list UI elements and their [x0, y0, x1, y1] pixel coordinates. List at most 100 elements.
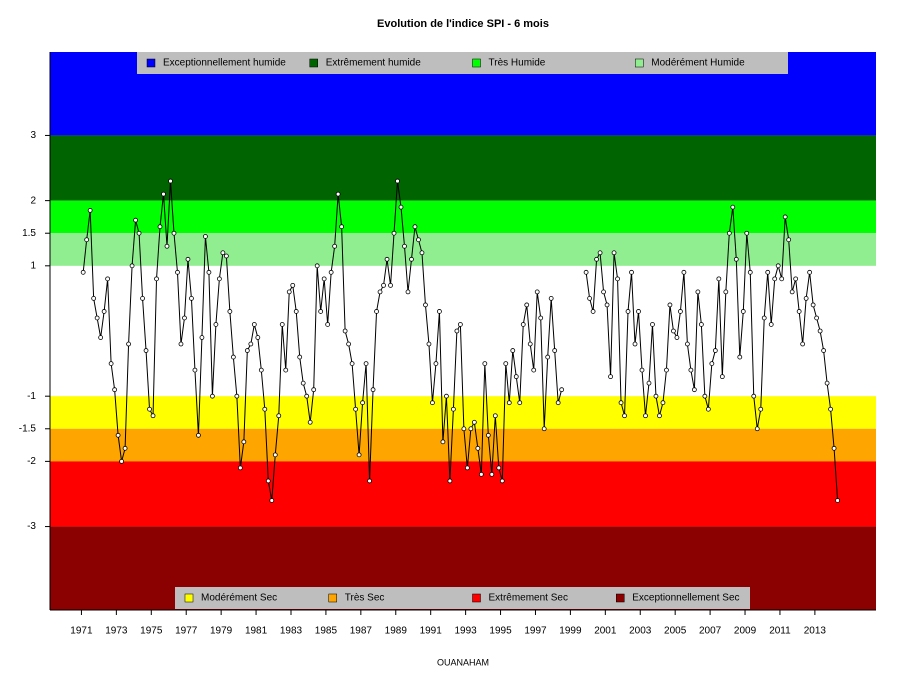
spi-point	[115, 432, 121, 438]
spi-point	[625, 309, 631, 314]
x-tick-label: 1985	[315, 626, 338, 637]
spi-point	[433, 361, 439, 366]
y-tick-label: -1	[27, 391, 36, 402]
spi-point	[674, 335, 680, 340]
spi-point	[828, 406, 833, 412]
spi-point	[248, 341, 254, 347]
spi-point	[94, 315, 100, 321]
spi-point	[279, 322, 285, 327]
spi-point	[430, 400, 435, 406]
spi-point	[622, 413, 627, 419]
spi-point	[632, 341, 638, 347]
spi-point	[545, 354, 551, 360]
spi-point	[779, 276, 785, 282]
y-tick-label: -1.5	[19, 423, 37, 434]
spi-point	[471, 419, 477, 425]
legend-label: Extrêmement humide	[326, 58, 421, 69]
legend-swatch	[472, 58, 481, 68]
spi-point	[807, 269, 813, 275]
x-tick-label: 1979	[210, 626, 233, 637]
spi-point	[136, 230, 142, 236]
spi-point	[835, 498, 840, 503]
spi-point	[681, 269, 687, 275]
spi-point	[454, 328, 460, 334]
legend-box	[175, 587, 750, 609]
spi-point	[255, 335, 261, 340]
spi-point	[793, 276, 799, 282]
spi-point	[182, 315, 187, 321]
legend-swatch	[635, 58, 644, 68]
spi-point	[251, 322, 257, 327]
spi-point	[691, 387, 697, 393]
spi-point	[321, 276, 327, 282]
spi-point	[461, 426, 467, 432]
spi-point	[314, 263, 320, 269]
spi-point	[216, 276, 222, 282]
spi-point	[457, 322, 463, 327]
spi-point	[475, 445, 481, 451]
spi-point	[335, 191, 341, 197]
spi-point	[157, 224, 163, 230]
spi-point	[590, 309, 596, 314]
spi-point	[161, 191, 166, 197]
x-tick-label: 2011	[769, 626, 791, 637]
spi-point	[444, 393, 449, 399]
spi-point	[318, 309, 324, 314]
spi-point	[178, 341, 184, 347]
spi-point	[824, 380, 830, 386]
x-tick-label: 2009	[734, 626, 757, 637]
legend-swatch	[616, 593, 625, 603]
spi-point	[559, 387, 565, 393]
spi-point	[712, 348, 718, 353]
spi-point	[426, 341, 432, 347]
spi-point	[185, 256, 191, 262]
spi-point	[402, 243, 407, 249]
spi-point	[307, 419, 313, 425]
spi-point	[440, 439, 446, 445]
spi-point	[709, 361, 715, 366]
spi-point	[98, 335, 104, 340]
spi-point	[650, 322, 655, 327]
spi-point	[168, 178, 173, 184]
spi-point	[332, 243, 338, 249]
spi-point	[147, 406, 152, 412]
spi-point	[196, 432, 201, 438]
spi-point	[821, 348, 827, 353]
spi-point	[339, 224, 345, 230]
spi-point	[744, 230, 750, 236]
spi-point	[597, 250, 603, 256]
legend-swatch	[472, 593, 481, 603]
spi-point	[122, 445, 128, 451]
spi-point	[803, 296, 809, 301]
spi-point	[754, 426, 760, 432]
spi-point	[646, 380, 652, 386]
spi-point	[150, 413, 156, 419]
x-tick-label: 1987	[350, 626, 373, 637]
spi-point	[272, 452, 278, 458]
spi-point	[524, 302, 530, 308]
spi-point	[814, 315, 820, 321]
x-axis-label: OUANAHAM	[437, 657, 489, 667]
spi-point	[538, 315, 544, 321]
spi-point	[768, 322, 774, 327]
spi-point	[325, 322, 331, 327]
spi-point	[192, 367, 198, 373]
spi-point	[468, 426, 474, 432]
spi-point	[772, 276, 778, 282]
spi-point	[409, 256, 414, 262]
spi-point	[608, 374, 613, 380]
spi-point	[234, 393, 240, 399]
spi-point	[175, 269, 180, 275]
spi-point	[695, 289, 701, 295]
spi-point	[360, 400, 365, 406]
spi-point	[293, 309, 299, 314]
spi-point	[548, 296, 554, 301]
legend-swatch	[328, 593, 337, 603]
spi-point	[740, 309, 746, 314]
spi-point	[639, 367, 645, 373]
spi-point	[705, 406, 711, 412]
spi-point	[241, 439, 247, 445]
spi-point	[510, 348, 516, 353]
legend-label: Extrêmement Sec	[489, 593, 568, 604]
